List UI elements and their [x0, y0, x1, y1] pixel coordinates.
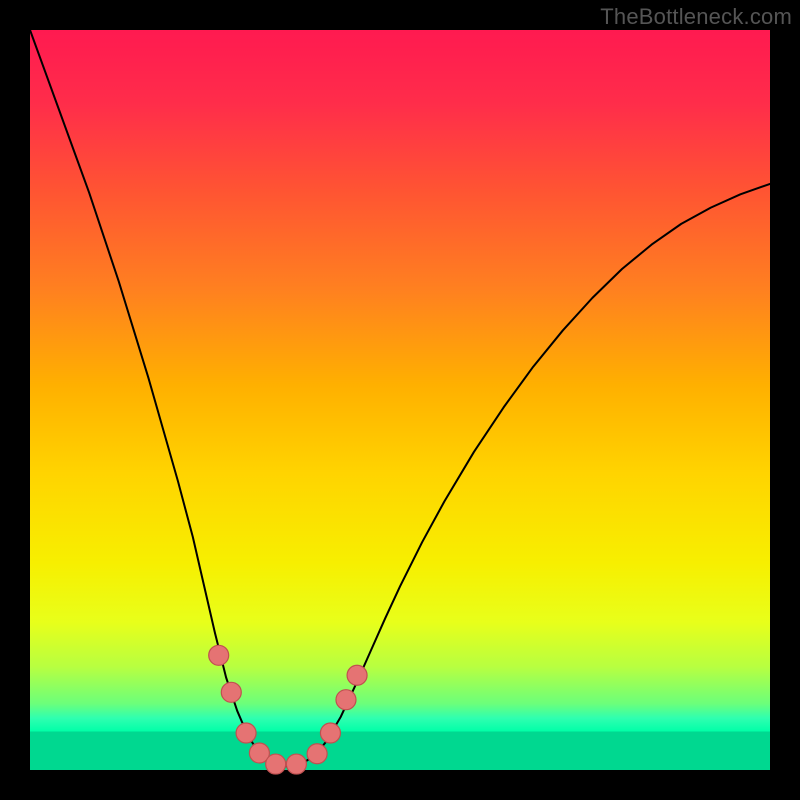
marker-point [307, 744, 327, 764]
plot-background [30, 30, 770, 770]
bottleneck-chart [0, 0, 800, 800]
marker-point [221, 682, 241, 702]
marker-point [336, 690, 356, 710]
marker-point [266, 754, 286, 774]
marker-point [236, 723, 256, 743]
marker-point [347, 665, 367, 685]
watermark-text: TheBottleneck.com [600, 4, 792, 30]
marker-point [286, 754, 306, 774]
green-band [30, 732, 770, 770]
marker-point [320, 723, 340, 743]
chart-frame: TheBottleneck.com [0, 0, 800, 800]
marker-point [209, 645, 229, 665]
